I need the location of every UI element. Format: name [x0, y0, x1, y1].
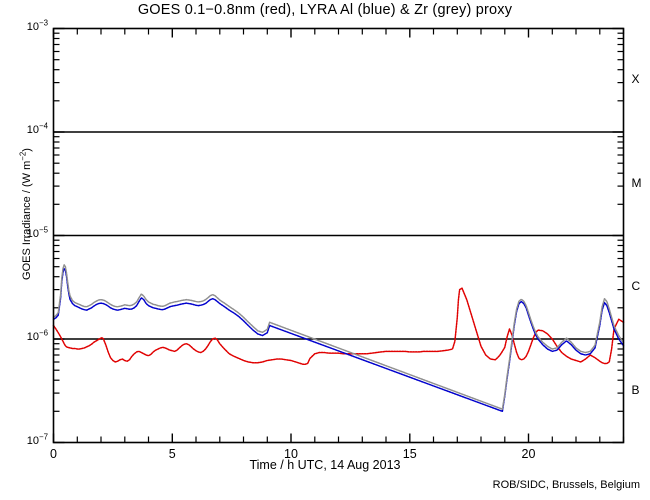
y-tick-exponent: −5 [38, 224, 48, 234]
gridlines-group [53, 131, 624, 340]
plot-frame [52, 27, 625, 444]
y-axis-label-exponent: −2 [18, 151, 28, 161]
series-2 [52, 267, 625, 413]
x-tick-label: 15 [402, 446, 417, 461]
y-tick-exponent: −3 [38, 17, 48, 27]
y-tick-mantissa: 10 [26, 124, 39, 136]
flare-class-label-b: B [631, 382, 640, 397]
series-3 [52, 264, 625, 410]
x-tick-label: 0 [50, 446, 57, 461]
series-path [52, 287, 625, 366]
y-tick-mantissa: 10 [26, 20, 39, 33]
flare-class-label-m: M [631, 175, 642, 190]
credit-text: ROB/SIDC, Brussels, Belgium [492, 479, 640, 491]
x-axis-label: Time / h UTC, 14 Aug 2013 [249, 458, 401, 472]
y-tick-label: 10−4 [0, 121, 48, 136]
y-tick-exponent: −7 [38, 431, 48, 441]
series-path [52, 267, 625, 413]
x-tick-label: 20 [521, 446, 536, 461]
axis-ticks-group [52, 27, 625, 444]
y-tick-label: 10−3 [0, 17, 48, 33]
series-1 [52, 287, 625, 366]
y-tick-label: 10−7 [0, 431, 48, 447]
y-tick-exponent: −6 [38, 328, 48, 338]
y-tick-mantissa: 10 [26, 227, 39, 240]
page-title: GOES 0.1−0.8nm (red), LYRA Al (blue) & Z… [137, 2, 513, 18]
x-tick-label: 5 [168, 446, 176, 461]
y-tick-mantissa: 10 [26, 434, 39, 447]
y-tick-label: 10−6 [0, 328, 48, 343]
y-tick-mantissa: 10 [26, 331, 39, 343]
flare-class-label-x: X [631, 72, 640, 87]
x-tick-label: 10 [284, 446, 298, 461]
flare-class-label-c: C [631, 279, 641, 294]
y-axis-label-text: GOES Irradiance / (W m [21, 160, 33, 280]
y-axis-label-tail: ) [21, 148, 33, 152]
y-tick-exponent: −4 [38, 121, 48, 131]
y-tick-label: 10−5 [0, 224, 48, 240]
data-series-group [52, 264, 625, 413]
series-path [52, 264, 625, 410]
